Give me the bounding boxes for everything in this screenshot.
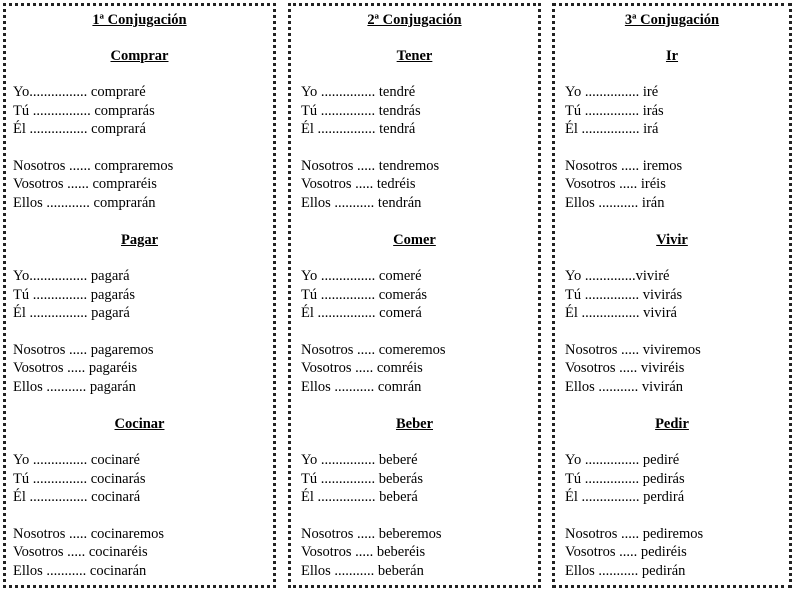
- conjugation-line: Nosotros ..... cocinaremos: [13, 526, 165, 542]
- conjugation-line: Vosotros ..... beberéis: [301, 544, 426, 560]
- conjugation-line: Nosotros ..... tendremos: [301, 158, 440, 174]
- conjugation-line: Tú ............... irás: [565, 103, 664, 119]
- conjugation-line: Nosotros ..... pediremos: [565, 526, 704, 542]
- verb-heading: Vivir: [656, 232, 688, 248]
- conjugation-line: Él ................ perdirá: [565, 489, 685, 505]
- conjugation-line: Vosotros ..... tedréis: [301, 176, 416, 192]
- verb-heading: Comer: [393, 232, 436, 248]
- conjugation-line: Nosotros ..... comeremos: [301, 342, 446, 358]
- conjugation-line: Vosotros ..... iréis: [565, 176, 666, 192]
- column-second-conjugation: 2ª Conjugación Tener Yo ............... …: [288, 3, 541, 588]
- conjugation-line: Yo ............... tendré: [301, 84, 416, 100]
- verb-heading: Pagar: [120, 232, 159, 248]
- conjugation-line: Tú ............... comerás: [301, 287, 428, 303]
- conjugation-line: Yo ............... beberé: [301, 452, 418, 468]
- column-title: 1ª Conjugación: [92, 12, 187, 28]
- conjugation-line: Nosotros ...... compraremos: [13, 158, 174, 174]
- verb-heading: Cocinar: [114, 416, 165, 432]
- conjugation-line: Nosotros ..... beberemos: [301, 526, 442, 542]
- conjugation-line: Él ................ comerá: [301, 305, 422, 321]
- conjugation-line: Yo ..............viviré: [565, 268, 670, 284]
- column-first-conjugation: 1ª Conjugación Comprar Yo................…: [3, 3, 276, 588]
- column-title: 3ª Conjugación: [624, 12, 720, 28]
- conjugation-line: Ellos ........... vivirán: [565, 379, 684, 395]
- conjugation-line: Vosotros ..... cocinaréis: [13, 544, 148, 560]
- conjugation-line: Vosotros ..... viviréis: [565, 360, 685, 376]
- conjugation-line: Tú ............... vivirás: [565, 287, 683, 303]
- conjugation-line: Él ................ vivirá: [565, 305, 677, 321]
- conjugation-line: Él ................ cocinará: [13, 489, 141, 505]
- conjugation-line: Yo ............... iré: [565, 84, 659, 100]
- conjugation-line: Yo ............... cocinaré: [13, 452, 140, 468]
- conjugation-line: Él ................ beberá: [301, 489, 418, 505]
- conjugation-line: Él ................ tendrá: [301, 121, 416, 137]
- verb-heading: Comprar: [110, 48, 169, 64]
- conjugation-line: Yo................ compraré: [13, 84, 146, 100]
- conjugation-line: Tú ................ comprarás: [13, 103, 155, 119]
- conjugation-line: Vosotros ..... pediréis: [565, 544, 687, 560]
- conjugation-line: Tú ............... pagarás: [13, 287, 136, 303]
- conjugation-line: Ellos ............ comprarán: [13, 195, 156, 211]
- conjugation-line: Ellos ........... beberán: [301, 563, 424, 579]
- conjugation-line: Él ................ comprará: [13, 121, 146, 137]
- conjugation-line: Él ................ pagará: [13, 305, 130, 321]
- column-third-conjugation: 3ª Conjugación Ir Yo ............... iré…: [552, 3, 792, 588]
- conjugation-line: Vosotros ..... pagaréis: [13, 360, 138, 376]
- conjugation-line: Nosotros ..... iremos: [565, 158, 683, 174]
- conjugation-line: Él ................ irá: [565, 121, 659, 137]
- conjugation-line: Vosotros ..... comréis: [301, 360, 423, 376]
- conjugation-line: Ellos ........... tendrán: [301, 195, 422, 211]
- verb-heading: Beber: [395, 416, 434, 432]
- conjugation-line: Tú ............... beberás: [301, 471, 424, 487]
- verb-heading: Pedir: [655, 416, 689, 432]
- conjugation-line: Yo ............... comeré: [301, 268, 422, 284]
- conjugation-line: Ellos ........... irán: [565, 195, 665, 211]
- conjugation-line: Ellos ........... pagarán: [13, 379, 136, 395]
- conjugation-line: Nosotros ..... pagaremos: [13, 342, 154, 358]
- conjugation-line: Yo................ pagará: [13, 268, 130, 284]
- conjugation-line: Yo ............... pediré: [565, 452, 680, 468]
- conjugation-line: Ellos ........... cocinarán: [13, 563, 147, 579]
- conjugation-line: Tú ............... tendrás: [301, 103, 421, 119]
- column-title: 2ª Conjugación: [367, 12, 462, 28]
- verb-heading: Ir: [665, 48, 679, 64]
- conjugation-line: Tú ............... cocinarás: [13, 471, 146, 487]
- conjugation-line: Ellos ........... comrán: [301, 379, 422, 395]
- conjugation-line: Vosotros ...... compraréis: [13, 176, 157, 192]
- verb-heading: Tener: [396, 48, 433, 64]
- conjugation-line: Nosotros ..... viviremos: [565, 342, 701, 358]
- conjugation-line: Ellos ........... pedirán: [565, 563, 686, 579]
- conjugation-line: Tú ............... pedirás: [565, 471, 685, 487]
